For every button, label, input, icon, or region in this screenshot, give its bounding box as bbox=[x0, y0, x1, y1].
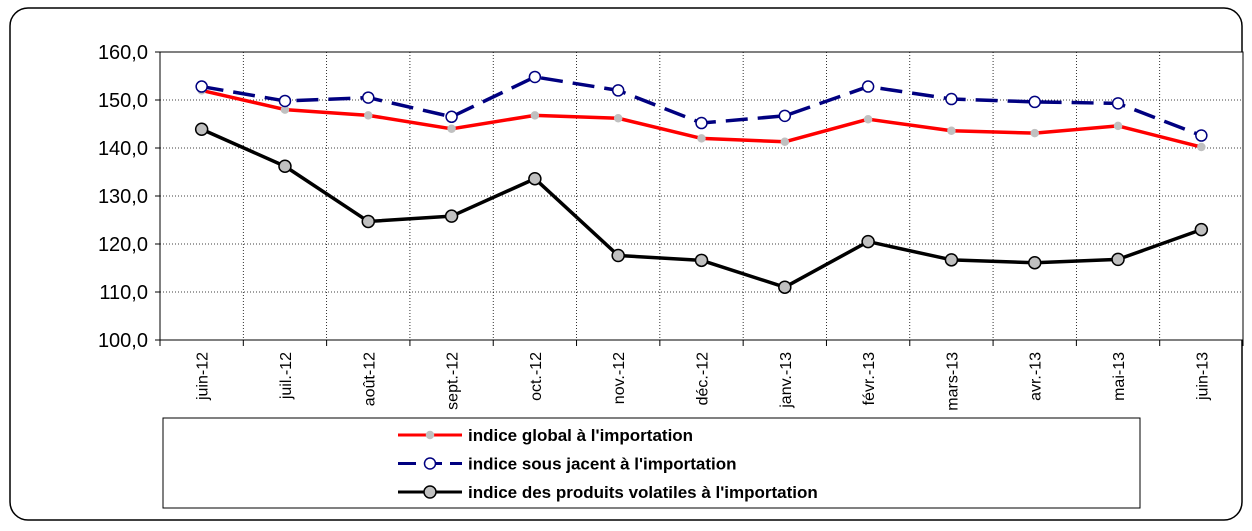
x-tick-label: févr.-13 bbox=[861, 352, 878, 405]
data-point bbox=[863, 114, 873, 124]
legend-box bbox=[162, 417, 1141, 509]
data-point bbox=[945, 92, 958, 106]
y-tick-label: 150,0 bbox=[98, 90, 148, 112]
data-point bbox=[528, 171, 542, 186]
legend-marker bbox=[423, 485, 437, 499]
data-point bbox=[194, 122, 209, 137]
x-tick-label: mai-13 bbox=[1111, 352, 1128, 401]
data-point bbox=[278, 94, 292, 108]
legend-label: indice des produits volatiles à l'import… bbox=[468, 483, 818, 502]
plot-border bbox=[159, 51, 1244, 341]
data-point bbox=[944, 253, 959, 267]
data-point bbox=[1113, 121, 1123, 131]
data-point bbox=[364, 111, 373, 120]
x-tick-label: sept.-12 bbox=[445, 352, 462, 410]
y-tick-label: 100,0 bbox=[98, 330, 148, 352]
legend-label: indice sous jacent à l'importation bbox=[468, 455, 737, 474]
y-tick-label: 120,0 bbox=[98, 234, 148, 256]
x-tick-label: août-12 bbox=[361, 352, 378, 406]
data-point bbox=[778, 280, 792, 294]
x-tick-label: déc.-12 bbox=[695, 352, 712, 405]
y-tick-label: 110,0 bbox=[99, 282, 148, 304]
data-point bbox=[278, 159, 292, 173]
x-tick-label: juil.-12 bbox=[278, 352, 295, 400]
data-point bbox=[611, 248, 625, 263]
legend-label: indice global à l'importation bbox=[468, 426, 693, 445]
data-point bbox=[697, 134, 706, 143]
data-point bbox=[530, 111, 540, 120]
x-tick-label: juin-12 bbox=[195, 352, 212, 401]
legend-marker bbox=[423, 457, 437, 470]
data-point bbox=[1028, 95, 1041, 109]
x-tick-label: janv.-13 bbox=[778, 352, 795, 409]
data-point bbox=[1194, 222, 1209, 237]
data-point bbox=[1195, 129, 1208, 142]
y-tick-label: 160,0 bbox=[98, 42, 148, 64]
data-point bbox=[947, 126, 956, 135]
data-point bbox=[778, 109, 792, 123]
data-point bbox=[780, 137, 790, 147]
data-point bbox=[1111, 97, 1125, 110]
x-tick-label: nov.-12 bbox=[611, 352, 628, 404]
data-point bbox=[528, 70, 542, 84]
data-point bbox=[445, 110, 458, 124]
data-point bbox=[613, 113, 623, 123]
data-point bbox=[1030, 128, 1039, 138]
x-tick-label: avr.-13 bbox=[1028, 352, 1045, 401]
legend-marker bbox=[425, 430, 435, 440]
data-point bbox=[1197, 142, 1206, 152]
data-point bbox=[1027, 255, 1042, 270]
data-point bbox=[695, 116, 708, 130]
data-point bbox=[195, 80, 208, 93]
data-point bbox=[861, 80, 875, 93]
x-tick-label: mars-13 bbox=[944, 352, 961, 411]
data-point bbox=[861, 234, 875, 249]
data-point bbox=[447, 124, 456, 134]
x-tick-label: oct.-12 bbox=[528, 352, 545, 401]
y-tick-label: 140,0 bbox=[98, 138, 148, 160]
data-point bbox=[362, 91, 375, 104]
data-point bbox=[444, 209, 459, 223]
data-point bbox=[1111, 252, 1125, 267]
data-point bbox=[361, 214, 376, 229]
x-tick-label: juin-13 bbox=[1194, 352, 1211, 401]
data-point bbox=[694, 253, 709, 268]
data-point bbox=[611, 84, 625, 97]
y-tick-label: 130,0 bbox=[98, 186, 148, 208]
